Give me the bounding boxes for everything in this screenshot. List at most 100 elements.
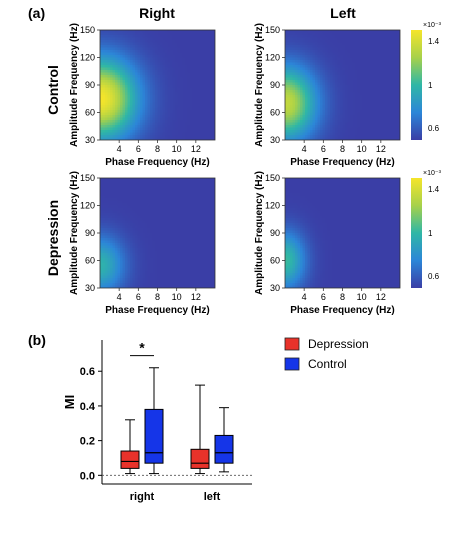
heatmap-cell [305,42,308,46]
heatmap-cell [347,122,351,126]
heatmap-cell [135,42,138,46]
heatmap-cell [205,107,208,111]
heatmap-cell [395,130,398,133]
heatmap-cell [287,102,291,106]
heatmap-cell [372,120,376,123]
heatmap-cell [202,82,206,86]
heatmap-cell [377,57,381,61]
heatmap-cell [300,85,303,88]
heatmap-cell [132,180,136,184]
heatmap-cell [307,32,311,36]
heatmap-cell [312,110,316,113]
row-title-depression: Depression [45,200,61,276]
heatmap-cell [122,263,126,266]
heatmap-cell [107,203,111,206]
heatmap-cell [125,90,128,93]
heatmap-cell [330,47,333,51]
heatmap-cell [327,85,331,88]
heatmap-cell [312,45,316,48]
heatmap-cell [377,52,381,56]
heatmap-cell [372,92,376,96]
heatmap-cell [205,40,208,43]
heatmap-cell [147,135,151,138]
heatmap-cell [125,105,128,108]
heatmap-cell [165,130,168,133]
heatmap-cell [117,183,121,186]
heatmap-cell [105,90,108,93]
heatmap-cell [197,37,201,41]
heatmap-cell [200,55,203,58]
heatmap-cell [322,75,326,78]
heatmap-cell [385,85,388,88]
heatmap-cell [152,57,156,61]
heatmap-cell [137,35,141,38]
heatmap-cell [187,77,191,81]
heatmap-cell [100,65,103,68]
heatmap-cell [195,52,198,56]
heatmap-cell [180,32,183,36]
heatmap-cell [117,218,121,221]
heatmap-cell [115,55,118,58]
heatmap-cell [115,67,118,71]
heatmap-cell [295,80,298,83]
heatmap-cell [102,110,106,113]
heatmap-cell [125,260,128,264]
heatmap-cell [112,220,116,224]
heatmap-cell [322,50,326,53]
heatmap-cell [292,52,296,56]
heatmap-cell [347,127,351,131]
heatmap-cell [342,77,346,81]
heatmap-cell [292,122,296,126]
heatmap-cell [142,213,146,216]
heatmap-cell [102,253,106,256]
heatmap-cell [210,30,213,33]
heatmap-cell [152,115,156,118]
heatmap-cell [185,90,188,93]
heatmap-cell [392,115,396,118]
heatmap-cell [127,110,131,113]
heatmap-cell [185,30,188,33]
heatmap-cell [125,250,128,254]
heatmap-cell [197,47,201,51]
heatmap-cell [140,55,143,58]
heatmap-cell [177,115,181,118]
heatmap-cell [372,42,376,46]
heatmap-cell [137,92,141,96]
heatmap-cell [180,75,183,78]
heatmap-cell [130,200,133,204]
heatmap-cell [317,92,321,96]
heatmap-cell [110,127,113,131]
heatmap-cell [377,37,381,41]
heatmap-cell [105,253,108,256]
heatmap-cell [112,40,116,43]
heatmap-cell [350,42,353,46]
heatmap-cell [382,52,386,56]
heatmap-cell [130,80,133,83]
heatmap-cell [120,235,123,239]
heatmap-cell [147,37,151,41]
heatmap-cell [162,97,166,101]
heatmap-cell [107,188,111,191]
heatmap-cell [325,47,328,51]
heatmap-cell [115,120,118,123]
heatmap-cell [292,40,296,43]
heatmap-cell [375,92,378,96]
heatmap-cell [120,92,123,96]
heatmap-cell [327,80,331,83]
heatmap-cell [375,127,378,131]
heatmap-cell [147,127,151,131]
heatmap-cell [137,253,141,256]
heatmap-cell [385,30,388,33]
heatmap-cell [125,60,128,63]
heatmap-cell [137,198,141,201]
heatmap-cell [127,130,131,133]
heatmap-cell [352,97,356,101]
heatmap-cell [322,55,326,58]
heatmap-cell [177,75,181,78]
heatmap-cell [117,90,121,93]
heatmap-cell [360,105,363,108]
heatmap-cell [142,265,146,269]
heatmap-cell [107,47,111,51]
heatmap-cell [135,132,138,136]
heatmap-cell [297,70,301,73]
